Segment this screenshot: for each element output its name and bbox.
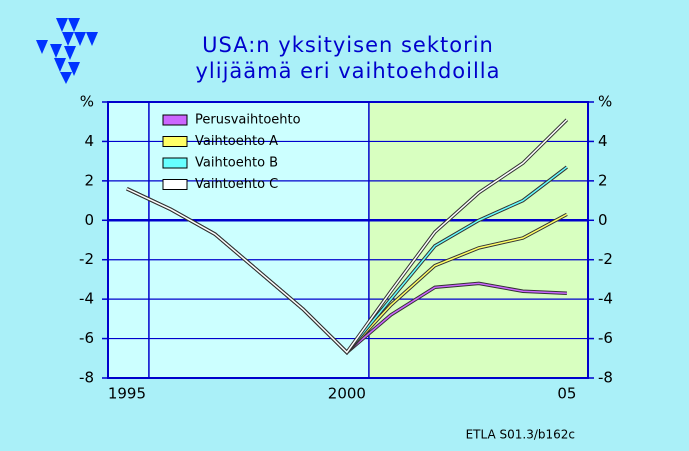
- y-tick-label: -2: [79, 250, 94, 268]
- y2-tick-label: -4: [598, 290, 613, 308]
- plot-frame: [107, 101, 589, 379]
- source: ETLA S01.3/b162c: [466, 428, 575, 442]
- series-line: [126, 119, 568, 354]
- legend-swatch: [162, 157, 188, 169]
- y2-tick-label: -8: [598, 369, 613, 387]
- x-tick-label: 1995: [108, 385, 146, 403]
- legend-label: Perusvaihtoehto: [195, 113, 301, 128]
- y2-tick-label: -6: [598, 329, 613, 347]
- y-tick-label: -6: [79, 329, 94, 347]
- y-tick-label: 0: [84, 211, 94, 229]
- x-tick-label: 2000: [328, 385, 366, 403]
- y2-tick-label: %: [598, 93, 612, 111]
- y2-tick-label: 0: [598, 211, 608, 229]
- y2-tick-label: -2: [598, 250, 613, 268]
- chart-title: ylijäämä eri vaihtoehdoilla: [195, 59, 500, 83]
- forecast-area: [368, 102, 588, 378]
- legend-swatch: [162, 179, 188, 190]
- y-tick-label: 4: [84, 132, 94, 150]
- y-tick-label: 2: [84, 171, 94, 189]
- y-tick-label: %: [80, 93, 94, 111]
- legend-label: Vaihtoehto C: [195, 177, 278, 192]
- legend-label: Vaihtoehto A: [195, 134, 278, 149]
- chart-title: USA:n yksityisen sektorin: [202, 33, 494, 57]
- y2-tick-label: 2: [598, 171, 608, 189]
- logo: [36, 18, 98, 84]
- y-tick-label: -4: [79, 290, 94, 308]
- legend-label: Vaihtoehto B: [195, 156, 278, 171]
- legend-swatch: [162, 136, 188, 147]
- y-tick-label: -8: [79, 369, 94, 387]
- x-tick-label: 05: [557, 385, 576, 403]
- legend-swatch: [162, 114, 188, 126]
- y2-tick-label: 4: [598, 132, 608, 150]
